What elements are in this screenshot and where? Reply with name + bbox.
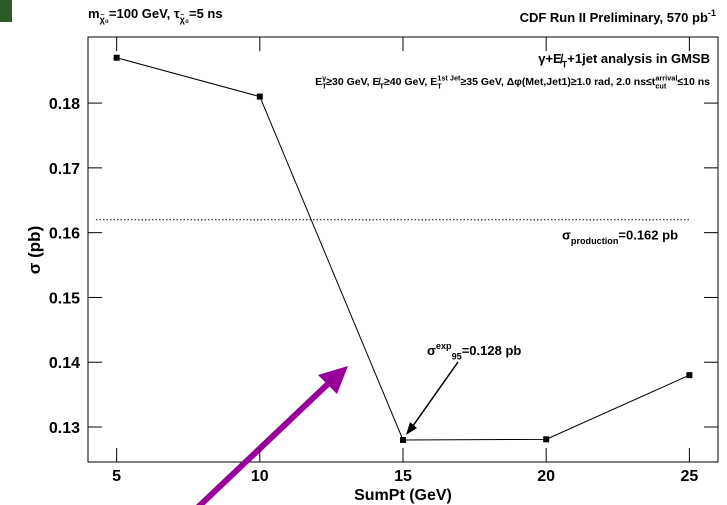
y-tick-label: 0.13 <box>49 420 80 437</box>
data-point <box>256 93 263 100</box>
limit-arrowhead <box>406 421 417 435</box>
analysis-title: γ+E̸T+1jet analysis in GMSB <box>538 51 710 70</box>
cuts-text: ETγ≥30 GeV, E̸T≥40 GeV, ET1st Jet≥35 GeV… <box>315 73 710 90</box>
cuts-text-part: γ <box>322 73 327 82</box>
limit-arrow <box>407 361 459 434</box>
data-line <box>116 57 690 441</box>
limit-label-part: =0.128 pb <box>462 343 522 358</box>
reference-label-part: σ <box>562 228 571 243</box>
data-point <box>686 372 693 379</box>
limit-label-part: 95 <box>452 352 462 362</box>
data-point <box>113 54 120 61</box>
analysis-title-part: T <box>562 60 568 70</box>
x-tick-label: 10 <box>251 468 269 485</box>
cuts-text-part: arrival <box>655 73 677 82</box>
analysis-title-part: γ+E̸ <box>538 51 563 66</box>
cuts-text-part: ≥30 GeV, E̸ <box>326 76 381 88</box>
y-tick-label: 0.18 <box>49 96 80 113</box>
cuts-text-part: cut <box>655 82 667 91</box>
reference-label-part: =0.162 pb <box>618 228 678 243</box>
header-right-part: -1 <box>708 8 716 18</box>
limit-label-part: σ <box>427 343 436 358</box>
data-point <box>400 436 406 443</box>
y-tick-label: 0.14 <box>49 355 80 372</box>
x-tick-label: 5 <box>112 468 121 485</box>
header-left-part: m <box>88 6 100 21</box>
cuts-text-part: T <box>322 82 327 91</box>
limit-label-part: exp <box>436 341 452 351</box>
x-axis-label: SumPt (GeV) <box>354 487 452 504</box>
plot-frame <box>87 36 719 463</box>
header-right: CDF Run II Preliminary, 570 pb-1 <box>520 8 716 25</box>
cuts-text-part: 1st Jet <box>437 73 461 82</box>
header-right-part: CDF Run II Preliminary, 570 pb <box>520 10 708 25</box>
x-tick-label: 25 <box>680 468 698 485</box>
header-left-part: =100 GeV, τ <box>109 6 180 21</box>
y-axis-label: σ (pb) <box>25 226 44 274</box>
cuts-text-part: T <box>379 82 384 91</box>
cuts-text-part: ≤10 ns <box>677 76 710 88</box>
y-tick-label: 0.17 <box>49 161 80 178</box>
reference-label-part: production <box>571 236 618 246</box>
x-tick-label: 20 <box>537 468 555 485</box>
reference-label: σproduction=0.162 pb <box>562 228 678 247</box>
header-left: mχ̃₀=100 GeV, τχ̃₀=5 ns <box>88 6 223 25</box>
data-point <box>543 436 550 443</box>
header-left-part: =5 ns <box>189 6 223 21</box>
header-left-part: χ̃₀ <box>180 14 189 25</box>
analysis-title-part: +1jet analysis in GMSB <box>567 51 710 66</box>
cuts-text-part: T <box>437 82 442 91</box>
cuts-text-part: ≥35 GeV, Δφ(Met,Jet1)≥1.0 rad, 2.0 ns≤t <box>461 76 656 88</box>
corner-icon <box>0 0 12 22</box>
limit-label: σexp95=0.128 pb <box>427 341 521 361</box>
cuts-text-part: ≥40 GeV, E <box>384 76 437 88</box>
x-tick-label: 15 <box>394 468 412 485</box>
cuts-text-part: E <box>315 76 322 88</box>
y-tick-label: 0.16 <box>49 226 80 243</box>
purple-arrow <box>195 366 348 505</box>
y-tick-label: 0.15 <box>49 290 80 307</box>
header-left-part: χ̃₀ <box>100 14 109 25</box>
